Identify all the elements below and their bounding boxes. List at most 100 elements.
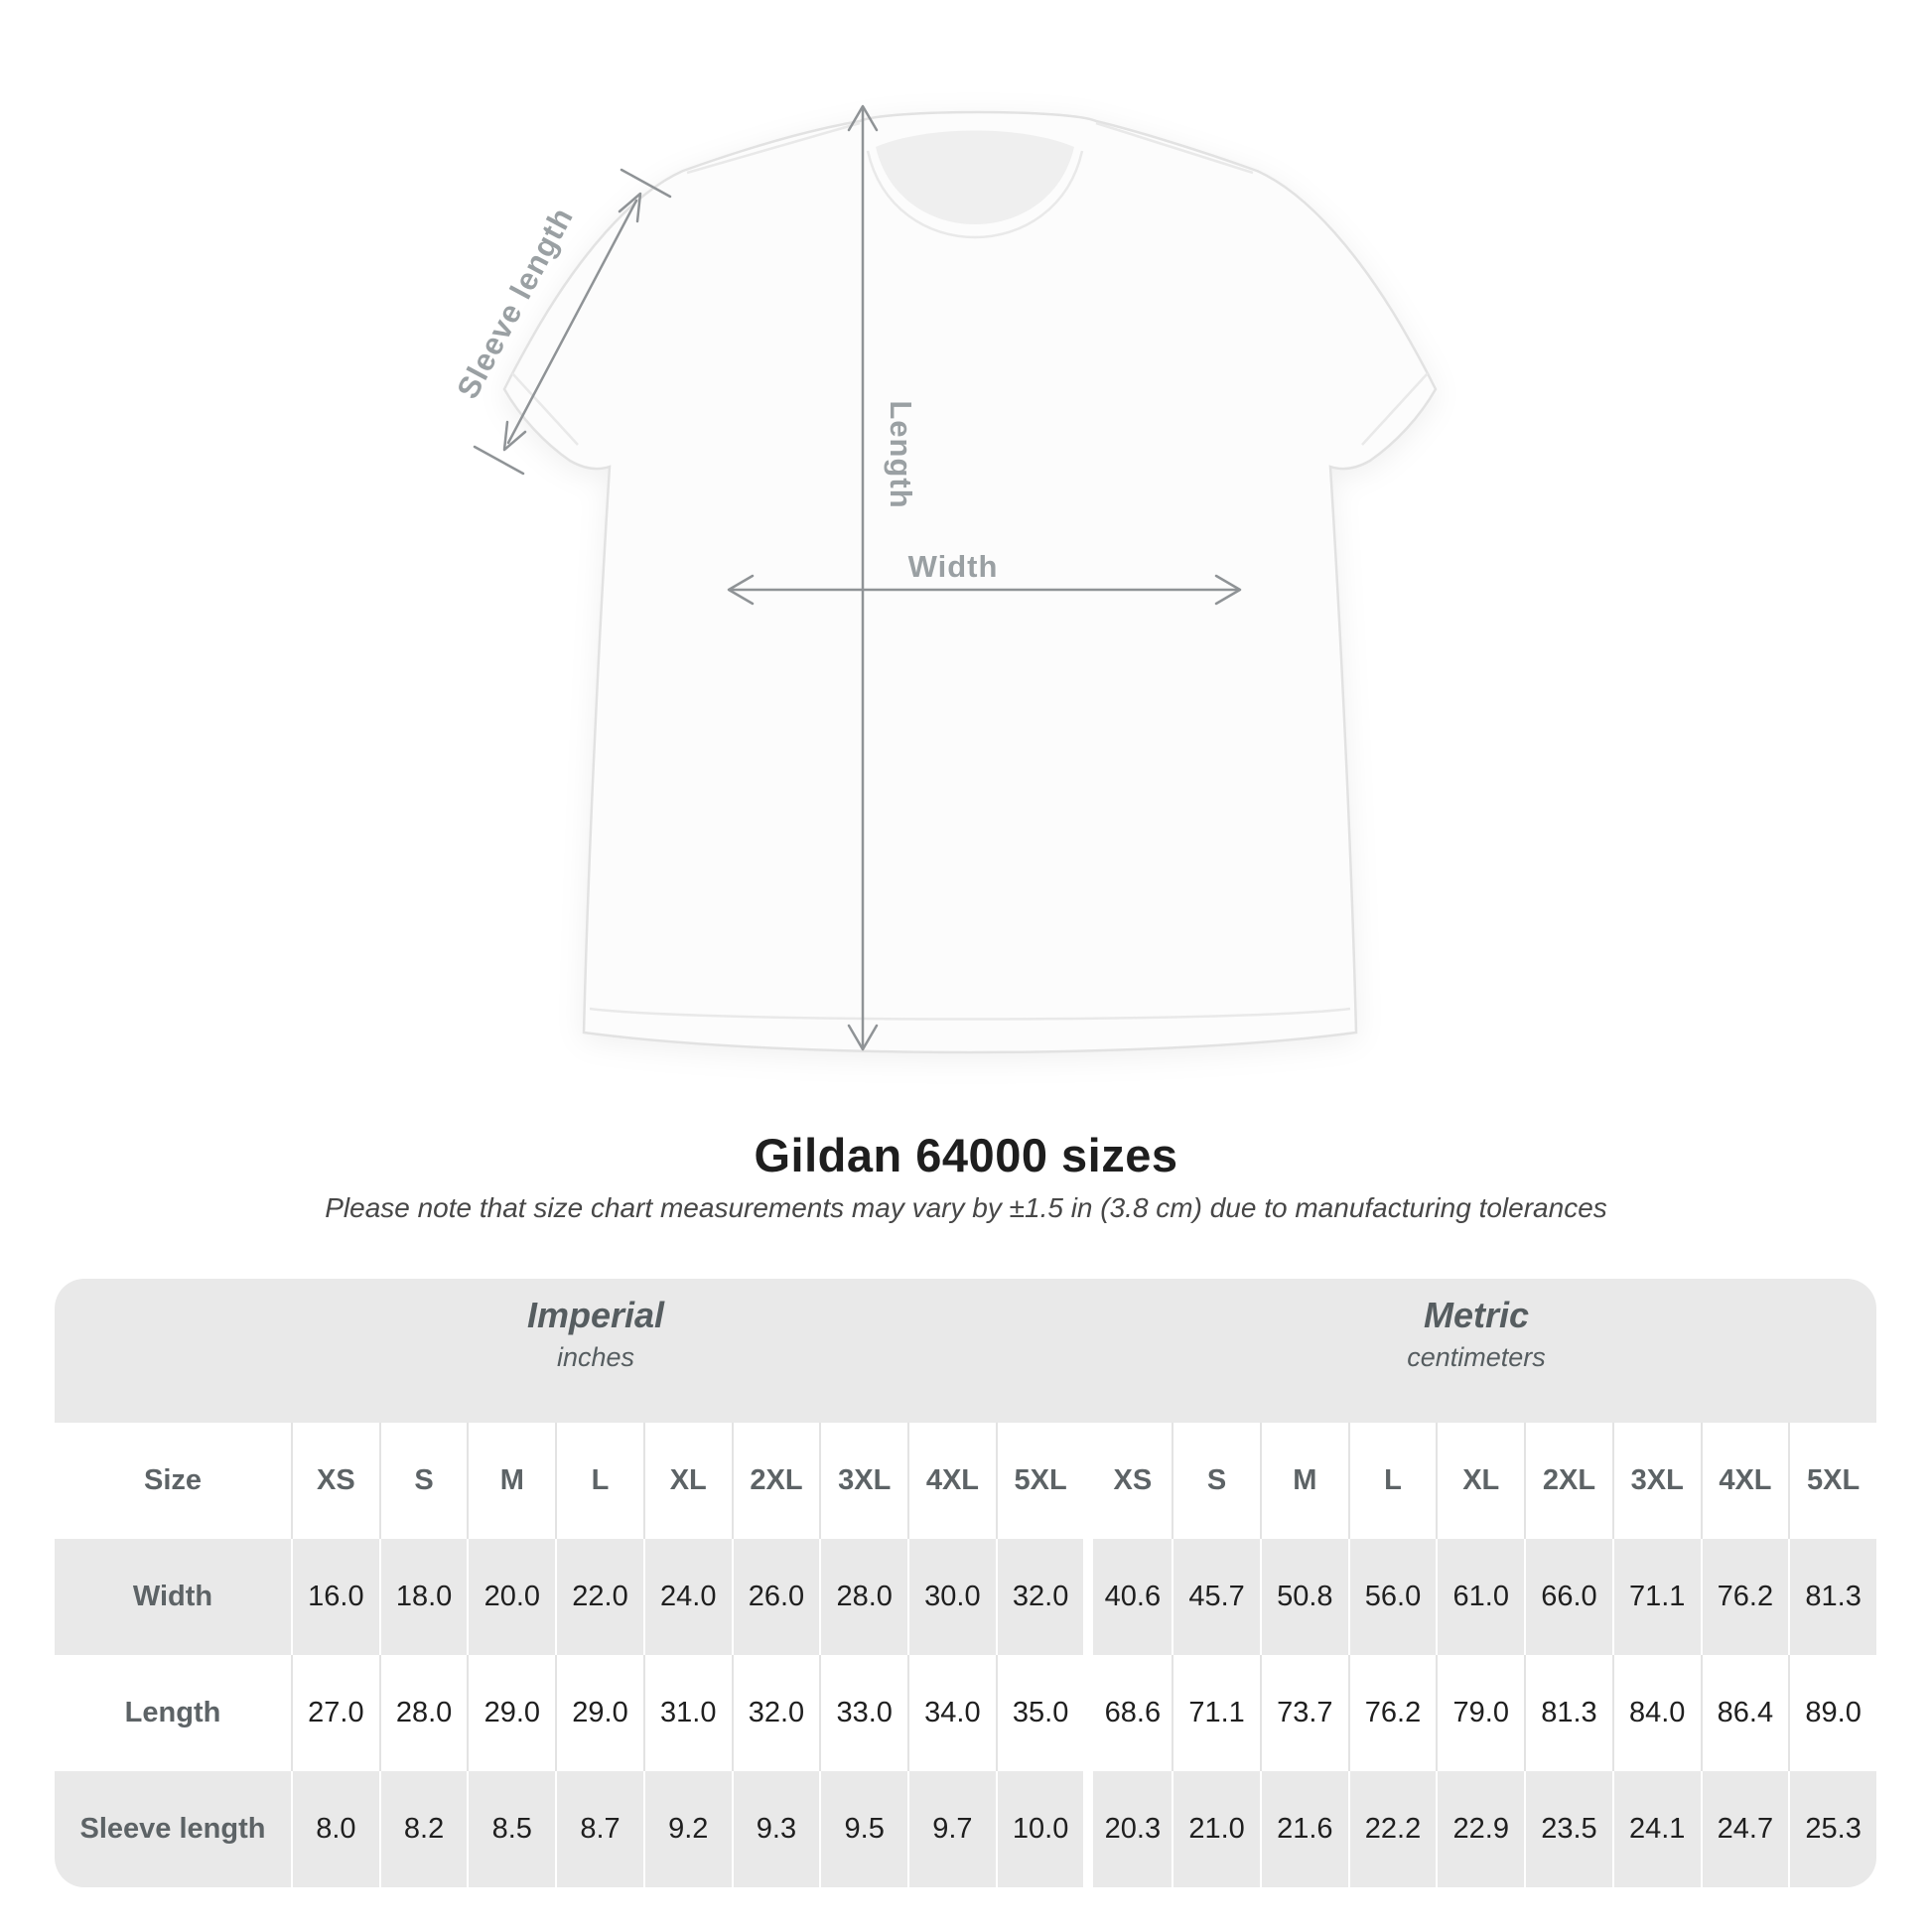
size-col-imperial-m: M <box>467 1423 555 1539</box>
value-width-imperial-xs: 16.0 <box>291 1539 379 1655</box>
value-length-imperial-2xl: 32.0 <box>731 1655 820 1771</box>
value-length-metric-l: 76.2 <box>1347 1655 1437 1771</box>
value-width-metric-4xl: 76.2 <box>1700 1539 1789 1655</box>
value-length-metric-5xl: 89.0 <box>1788 1655 1876 1771</box>
value-sleeve-length-imperial-l: 8.7 <box>555 1771 643 1887</box>
value-sleeve-length-imperial-xs: 8.0 <box>291 1771 379 1887</box>
measure-row-sleeve-length: Sleeve length 8.0 8.2 8.5 8.7 9.2 9.3 9.5 9.7 10… <box>55 1771 1876 1887</box>
value-length-imperial-4xl: 34.0 <box>907 1655 996 1771</box>
value-sleeve-length-metric-l: 22.2 <box>1347 1771 1437 1887</box>
length-arrow <box>847 104 879 1051</box>
sleeve-length-arrow <box>473 168 672 476</box>
left-sleeve-hem-seam <box>511 372 579 446</box>
value-sleeve-length-metric-2xl: 23.5 <box>1524 1771 1612 1887</box>
value-length-metric-2xl: 81.3 <box>1524 1655 1612 1771</box>
size-col-imperial-xs: XS <box>291 1423 379 1539</box>
value-sleeve-length-imperial-5xl: 10.0 <box>995 1771 1084 1887</box>
size-col-imperial-xl: XL <box>642 1423 732 1539</box>
size-col-metric-s: S <box>1172 1423 1260 1539</box>
size-col-metric-xs: XS <box>1083 1423 1172 1539</box>
value-sleeve-length-metric-3xl: 24.1 <box>1611 1771 1701 1887</box>
size-col-imperial-l: L <box>555 1423 643 1539</box>
value-sleeve-length-imperial-xl: 9.2 <box>642 1771 732 1887</box>
size-col-metric-m: M <box>1259 1423 1348 1539</box>
value-width-imperial-l: 22.0 <box>555 1539 643 1655</box>
width-row-label: Width <box>132 1581 213 1612</box>
value-length-imperial-xs: 27.0 <box>291 1655 379 1771</box>
value-width-imperial-3xl: 28.0 <box>819 1539 907 1655</box>
value-sleeve-length-imperial-s: 8.2 <box>378 1771 468 1887</box>
size-col-imperial-3xl: 3XL <box>819 1423 907 1539</box>
value-length-metric-m: 73.7 <box>1259 1655 1348 1771</box>
value-length-imperial-3xl: 33.0 <box>819 1655 907 1771</box>
size-col-metric-3xl: 3XL <box>1611 1423 1701 1539</box>
metric-group-unit: centimeters <box>1407 1342 1546 1372</box>
value-sleeve-length-metric-4xl: 24.7 <box>1700 1771 1789 1887</box>
value-length-imperial-l: 29.0 <box>555 1655 643 1771</box>
size-col-metric-xl: XL <box>1436 1423 1524 1539</box>
right-shoulder-seam <box>1095 121 1254 175</box>
tshirt-measurement-diagram: Sleeve length Length Width <box>450 104 1438 1054</box>
value-sleeve-length-metric-xs: 20.3 <box>1083 1771 1172 1887</box>
length-row-label: Length <box>124 1697 221 1728</box>
value-width-metric-l: 56.0 <box>1347 1539 1437 1655</box>
value-length-metric-xl: 79.0 <box>1436 1655 1524 1771</box>
value-width-imperial-5xl: 32.0 <box>995 1539 1084 1655</box>
metric-group-header: Metric centimeters <box>1407 1293 1546 1378</box>
size-col-metric-5xl: 5XL <box>1788 1423 1876 1539</box>
value-length-metric-4xl: 86.4 <box>1700 1655 1789 1771</box>
value-length-metric-s: 71.1 <box>1172 1655 1260 1771</box>
value-sleeve-length-metric-m: 21.6 <box>1259 1771 1348 1887</box>
value-sleeve-length-imperial-2xl: 9.3 <box>731 1771 820 1887</box>
tshirt-body <box>502 110 1438 1054</box>
value-width-metric-2xl: 66.0 <box>1524 1539 1612 1655</box>
size-row-label: Size <box>143 1464 203 1496</box>
value-width-metric-5xl: 81.3 <box>1788 1539 1876 1655</box>
size-col-imperial-4xl: 4XL <box>907 1423 996 1539</box>
size-col-metric-l: L <box>1347 1423 1437 1539</box>
tshirt-graphic <box>502 110 1438 1054</box>
value-sleeve-length-imperial-4xl: 9.7 <box>907 1771 996 1887</box>
value-width-metric-m: 50.8 <box>1259 1539 1348 1655</box>
size-col-metric-2xl: 2XL <box>1524 1423 1612 1539</box>
value-length-imperial-xl: 31.0 <box>642 1655 732 1771</box>
measure-row-width: Width 16.0 18.0 20.0 22.0 24.0 26.0 28.0 30.0 32… <box>55 1539 1876 1655</box>
bottom-hem-seam <box>589 1007 1351 1021</box>
dimension-arrows <box>473 104 1242 1051</box>
size-col-imperial-s: S <box>378 1423 468 1539</box>
size-col-metric-4xl: 4XL <box>1700 1423 1789 1539</box>
value-width-metric-3xl: 71.1 <box>1611 1539 1701 1655</box>
size-table: Imperial inches Metric centimeters Size … <box>55 1279 1876 1887</box>
width-label: Width <box>908 549 999 584</box>
imperial-group-unit: inches <box>556 1342 635 1372</box>
page-title: Gildan 64000 sizes <box>754 1129 1178 1181</box>
value-width-imperial-4xl: 30.0 <box>907 1539 996 1655</box>
value-width-metric-xs: 40.6 <box>1083 1539 1172 1655</box>
metric-group-name: Metric <box>1423 1295 1530 1335</box>
measure-row-length: Length 27.0 28.0 29.0 29.0 31.0 32.0 33.0 34.0 3… <box>55 1655 1876 1771</box>
sleeve-length-row-label: Sleeve length <box>79 1813 266 1845</box>
value-width-imperial-s: 18.0 <box>378 1539 468 1655</box>
size-col-imperial-2xl: 2XL <box>731 1423 820 1539</box>
value-length-metric-3xl: 84.0 <box>1611 1655 1701 1771</box>
value-width-imperial-m: 20.0 <box>467 1539 555 1655</box>
right-sleeve-hem-seam <box>1361 372 1429 446</box>
unit-group-header-row: Imperial inches Metric centimeters <box>55 1279 1876 1423</box>
imperial-group-name: Imperial <box>526 1295 665 1335</box>
value-length-imperial-s: 28.0 <box>378 1655 468 1771</box>
value-sleeve-length-imperial-3xl: 9.5 <box>819 1771 907 1887</box>
value-sleeve-length-metric-5xl: 25.3 <box>1788 1771 1876 1887</box>
value-width-imperial-xl: 24.0 <box>642 1539 732 1655</box>
length-label: Length <box>884 400 918 508</box>
value-sleeve-length-metric-xl: 22.9 <box>1436 1771 1524 1887</box>
size-col-imperial-5xl: 5XL <box>995 1423 1084 1539</box>
width-arrow <box>727 574 1242 606</box>
value-sleeve-length-metric-s: 21.0 <box>1172 1771 1260 1887</box>
value-width-metric-xl: 61.0 <box>1436 1539 1524 1655</box>
left-shoulder-seam <box>686 121 861 175</box>
value-width-metric-s: 45.7 <box>1172 1539 1260 1655</box>
collar-seam <box>866 150 1084 239</box>
value-length-imperial-5xl: 35.0 <box>995 1655 1084 1771</box>
value-length-imperial-m: 29.0 <box>467 1655 555 1771</box>
